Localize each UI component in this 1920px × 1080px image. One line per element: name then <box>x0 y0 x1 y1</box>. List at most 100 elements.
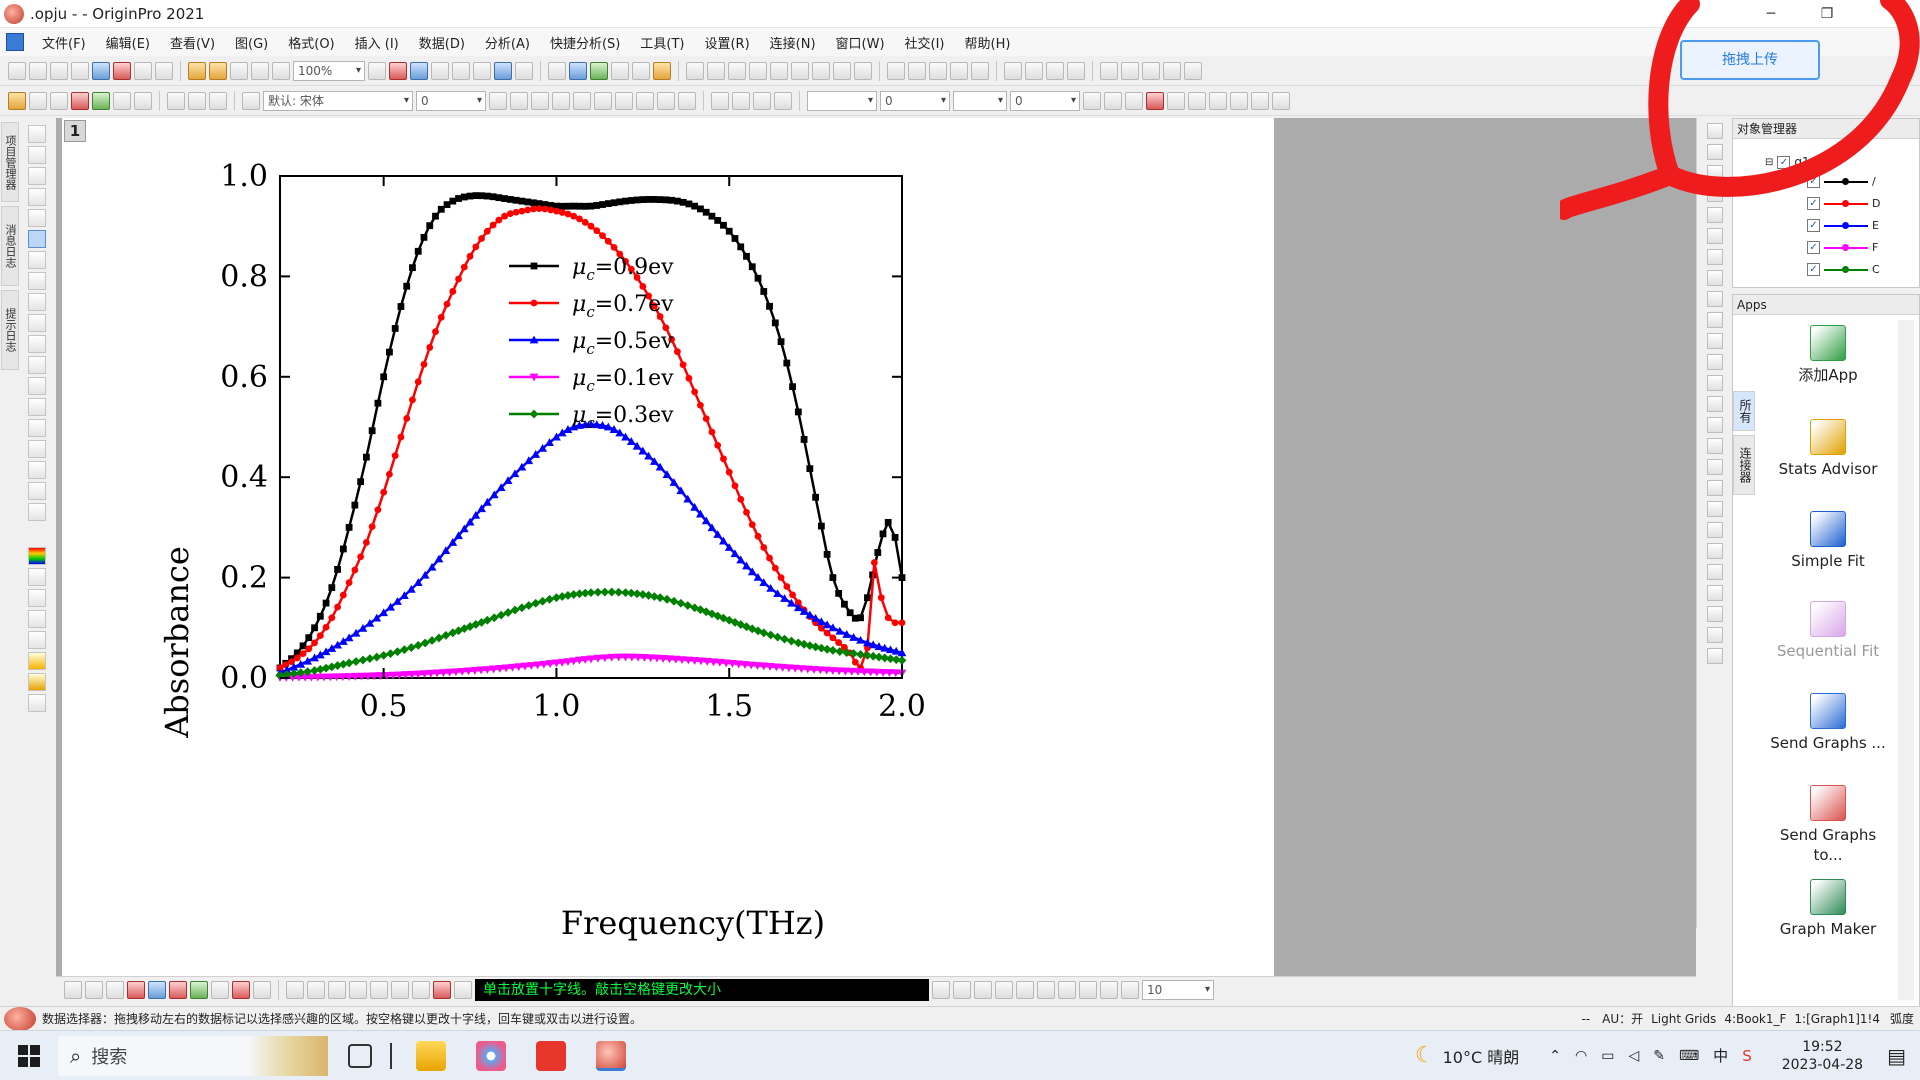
template-icon[interactable] <box>253 980 271 999</box>
rescale-y-icon[interactable] <box>1079 980 1097 999</box>
app-item[interactable]: Send Graphs ... <box>1763 693 1893 753</box>
new-folder-icon[interactable] <box>29 61 47 80</box>
circle-tool-icon[interactable] <box>28 568 46 586</box>
zoom-in-icon[interactable] <box>28 146 46 164</box>
new-graph-icon[interactable] <box>92 61 110 80</box>
plot-axes-box[interactable] <box>279 175 903 679</box>
tab-project-explorer[interactable]: 项目管理器 <box>1 122 19 202</box>
align-right-icon[interactable] <box>1706 291 1723 307</box>
plot-checkbox[interactable]: ✓ <box>1807 219 1820 232</box>
line-width-select[interactable]: 0 <box>880 90 950 111</box>
menu-edit[interactable]: 编辑(E) <box>105 36 150 52</box>
results-log-icon[interactable] <box>473 61 491 80</box>
link-icon[interactable] <box>134 91 152 110</box>
move-to-end-icon[interactable] <box>1184 61 1202 80</box>
line-tool-icon[interactable] <box>28 377 46 395</box>
column-plot-icon[interactable] <box>127 980 145 999</box>
next-icon[interactable] <box>1046 61 1064 80</box>
border-icon[interactable] <box>1083 91 1101 110</box>
input-language[interactable]: 中 <box>1713 1047 1729 1065</box>
add-text-icon[interactable] <box>1706 249 1723 265</box>
frequency-count-icon[interactable] <box>791 61 809 80</box>
series-2[interactable] <box>275 420 907 677</box>
file-explorer-icon[interactable] <box>416 1040 446 1071</box>
lock-tool-icon[interactable] <box>1706 501 1723 517</box>
menu-graph[interactable]: 图(G) <box>235 36 269 52</box>
ime-icon[interactable]: S <box>1742 1046 1752 1065</box>
layout-icon[interactable] <box>29 91 47 110</box>
legend-tool-icon[interactable] <box>28 589 46 607</box>
menu-help[interactable]: 帮助(H) <box>964 36 1011 52</box>
region-select-icon[interactable] <box>953 980 971 999</box>
previous-icon[interactable] <box>1025 61 1043 80</box>
hand-tool-icon[interactable] <box>28 419 46 437</box>
symbol-icon[interactable] <box>774 91 792 110</box>
keyboard-icon[interactable]: ⌨ <box>1678 1047 1700 1064</box>
weather-text[interactable]: 10°C 晴朗 <box>1442 1047 1520 1067</box>
series-0[interactable] <box>276 192 906 672</box>
plot-checkbox[interactable]: ✓ <box>1807 241 1820 254</box>
drag-upload-button[interactable]: 拖拽上传 <box>1680 40 1820 80</box>
pattern-icon[interactable] <box>732 91 750 110</box>
front-icon[interactable] <box>1251 91 1269 110</box>
series-4[interactable] <box>275 587 907 680</box>
text-tool-icon[interactable] <box>28 314 46 332</box>
enable-filter-icon[interactable] <box>854 61 872 80</box>
series-1[interactable] <box>276 205 906 672</box>
open-icon[interactable] <box>188 61 206 80</box>
bar-plot-icon[interactable] <box>169 980 187 999</box>
menu-file[interactable]: 文件(F) <box>42 36 86 52</box>
cut-icon[interactable] <box>167 91 185 110</box>
legend[interactable]: μc=0.9ev μc=0.7ev μc=0.5ev μc=0.1ev μc=0.3ev <box>509 255 674 432</box>
pan-icon[interactable] <box>1016 980 1034 999</box>
align-top-icon[interactable] <box>1706 312 1723 328</box>
start-button[interactable] <box>0 1044 58 1067</box>
merge-graph-icon[interactable] <box>1706 543 1723 559</box>
set-as-y-icon[interactable] <box>908 61 926 80</box>
zoom-select[interactable]: 100% <box>293 60 365 81</box>
filter-icon[interactable] <box>812 61 830 80</box>
export-icon[interactable] <box>1121 980 1139 999</box>
stack-icon[interactable] <box>370 980 388 999</box>
menu-settings[interactable]: 设置(R) <box>704 36 750 52</box>
paste-icon[interactable] <box>209 91 227 110</box>
screen-reader-tool-icon[interactable] <box>28 188 46 206</box>
text-color-icon[interactable] <box>678 91 696 110</box>
menu-quick-analysis[interactable]: 快捷分析(S) <box>549 36 621 52</box>
move-left-icon[interactable] <box>1142 61 1160 80</box>
layer-contents-icon[interactable] <box>1706 207 1723 223</box>
link-layers-icon[interactable] <box>1706 585 1723 601</box>
plot-checkbox[interactable]: ✓ <box>1807 263 1820 276</box>
legend-update-icon[interactable] <box>1706 186 1723 202</box>
style-icon[interactable] <box>8 91 26 110</box>
waterfall-icon[interactable] <box>391 980 409 999</box>
y-axis-label[interactable]: Absorbance <box>158 546 196 739</box>
increase-font-icon[interactable] <box>615 91 633 110</box>
mask-toggle-icon[interactable] <box>1146 91 1164 110</box>
rotate-tool-icon[interactable] <box>28 482 46 500</box>
table-icon[interactable] <box>1125 91 1143 110</box>
new-notes-icon[interactable] <box>155 61 173 80</box>
layer-indicator[interactable]: 1 <box>64 120 86 142</box>
layer-icon[interactable] <box>28 631 46 649</box>
greek-icon[interactable] <box>594 91 612 110</box>
apps-tab-connectors[interactable]: 连接器 <box>1733 435 1755 495</box>
volume-icon[interactable]: ◁ <box>1628 1047 1640 1064</box>
heatmap-icon[interactable] <box>433 980 451 999</box>
italic-icon[interactable] <box>510 91 528 110</box>
plot-row[interactable]: ✓ F <box>1807 241 1878 254</box>
layer-row[interactable]: ⊟ ✓ g1 <box>1765 155 1810 169</box>
first-icon[interactable] <box>1004 61 1022 80</box>
data-selector-icon[interactable] <box>590 61 608 80</box>
arrow-tool-icon[interactable] <box>28 356 46 374</box>
align-icon[interactable] <box>657 91 675 110</box>
new-legend-icon[interactable] <box>1706 228 1723 244</box>
app-item[interactable]: Stats Advisor <box>1763 419 1893 479</box>
set-as-x-icon[interactable] <box>887 61 905 80</box>
set-as-z-icon[interactable] <box>929 61 947 80</box>
clock[interactable]: 19:52 2023-04-28 <box>1782 1038 1863 1074</box>
scatter-plot-icon[interactable] <box>85 980 103 999</box>
app-item[interactable]: Send Graphs to... <box>1763 785 1893 865</box>
resize-icon[interactable] <box>1706 627 1723 643</box>
remove-filter-icon[interactable] <box>833 61 851 80</box>
